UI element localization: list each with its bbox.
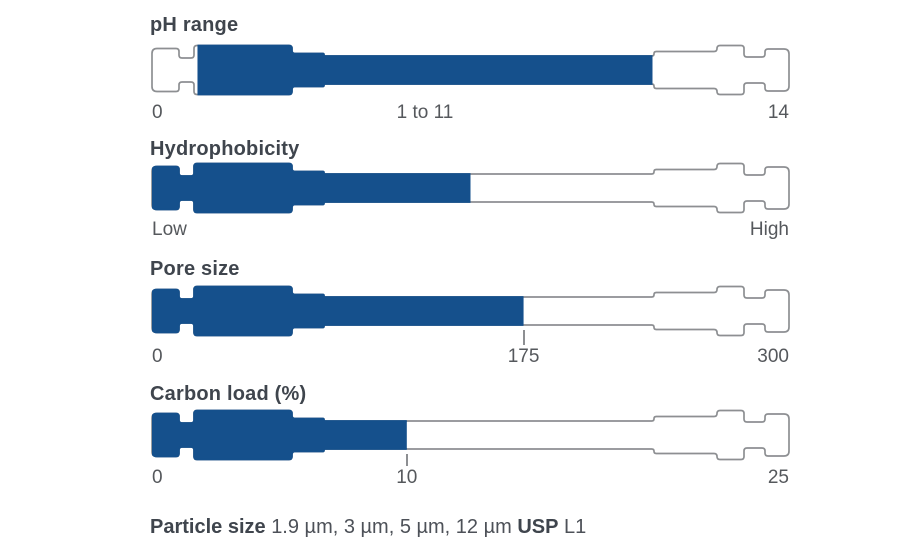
gauge-title-pore-size: Pore size bbox=[150, 258, 240, 280]
column-gauge-svg bbox=[151, 285, 790, 337]
particle-size-note: Particle size 1.9 µm, 3 µm, 5 µm, 12 µm … bbox=[150, 515, 586, 539]
particle-size-label: Particle size bbox=[150, 516, 266, 538]
scale-label: 1 to 11 bbox=[396, 102, 454, 123]
scale-tick bbox=[405, 454, 408, 466]
gauge-scale-carbon-load: 0 10 25 bbox=[150, 467, 791, 489]
scale-label: 0 bbox=[152, 346, 163, 367]
column-gauge-svg bbox=[151, 162, 790, 214]
gauge-ph-range: pH range 0 1 to 11 14 bbox=[150, 14, 791, 123]
gauge-fill-edge bbox=[152, 285, 524, 337]
gauge-scale-pore-size: 0 175 300 bbox=[150, 346, 791, 368]
gauge-fill-edge bbox=[152, 409, 407, 461]
column-graphic-pore-size bbox=[150, 283, 791, 340]
column-graphic-carbon-load bbox=[150, 407, 791, 464]
gauge-title-ph-range: pH range bbox=[150, 14, 239, 36]
gauge-pore-size: Pore size 0 175 300 bbox=[150, 258, 791, 367]
gauge-fill bbox=[197, 45, 653, 95]
gauge-fill bbox=[152, 163, 471, 213]
gauge-hydrophobicity: Hydrophobicity Low High bbox=[150, 138, 791, 240]
scale-label: 175 bbox=[507, 346, 540, 367]
gauge-carbon-load: Carbon load (%) 0 10 25 bbox=[150, 383, 791, 488]
scale-label: High bbox=[749, 219, 789, 240]
gauge-fill-edge bbox=[152, 162, 471, 214]
particle-size-values: 1.9 µm, 3 µm, 5 µm, 12 µm bbox=[271, 516, 512, 538]
scale-label: 300 bbox=[757, 346, 789, 367]
scale-label: 0 bbox=[152, 467, 163, 488]
column-gauge-svg bbox=[151, 409, 790, 461]
usp-value: L1 bbox=[564, 516, 587, 538]
scale-tick bbox=[522, 330, 525, 345]
column-graphic-hydrophobicity bbox=[150, 160, 791, 217]
scale-label: 25 bbox=[767, 467, 789, 488]
gauge-title-carbon-load: Carbon load (%) bbox=[150, 383, 307, 405]
gauge-title-hydrophobicity: Hydrophobicity bbox=[150, 138, 300, 160]
gauge-fill-edge bbox=[197, 44, 653, 96]
column-graphic-ph-range bbox=[150, 42, 791, 99]
column-gauge-svg bbox=[151, 44, 790, 96]
usp-label: USP bbox=[517, 516, 559, 538]
scale-label: 10 bbox=[396, 467, 418, 488]
scale-label: Low bbox=[152, 219, 187, 240]
gauge-scale-ph-range: 0 1 to 11 14 bbox=[150, 102, 791, 124]
gauge-scale-hydrophobicity: Low High bbox=[150, 219, 791, 241]
gauge-fill bbox=[152, 286, 524, 336]
scale-label: 14 bbox=[767, 102, 789, 123]
scale-label: 0 bbox=[152, 102, 163, 123]
gauge-fill bbox=[152, 410, 407, 460]
